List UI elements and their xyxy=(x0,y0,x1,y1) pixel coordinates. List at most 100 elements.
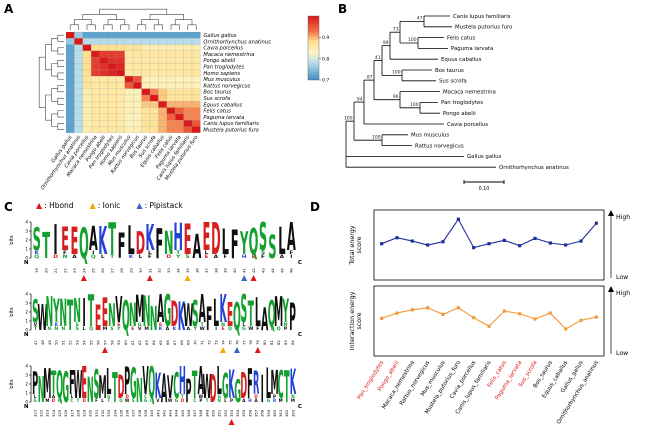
svg-text:L: L xyxy=(139,255,144,260)
svg-text:L: L xyxy=(205,251,210,256)
svg-text:2: 2 xyxy=(25,382,28,387)
svg-text:H: H xyxy=(179,358,186,404)
svg-text:Mus musculus: Mus musculus xyxy=(411,133,449,139)
svg-text:348: 348 xyxy=(198,409,203,417)
svg-text:S: S xyxy=(132,398,135,403)
panel-a-label: A xyxy=(4,2,14,16)
svg-text:D: D xyxy=(211,216,221,265)
svg-text:Interaction energyscore: Interaction energyscore xyxy=(348,291,363,350)
svg-text:T: T xyxy=(88,287,95,337)
svg-text:66: 66 xyxy=(165,340,170,345)
svg-text:72: 72 xyxy=(207,340,212,345)
svg-text:Low: Low xyxy=(616,274,628,281)
svg-text:357: 357 xyxy=(253,409,258,417)
phylogenetic-tree: 100 94 87 41 99 73 47 Canis lupus familiaris Mus… xyxy=(344,14,569,192)
svg-text:M: M xyxy=(43,361,51,408)
svg-text:E: E xyxy=(71,222,79,264)
ionic-legend-label: : Ionic xyxy=(97,201,121,210)
svg-text:53: 53 xyxy=(75,340,80,345)
svg-text:F: F xyxy=(63,251,68,256)
svg-text:Q: Q xyxy=(56,365,63,408)
svg-text:A: A xyxy=(157,286,164,331)
svg-text:57: 57 xyxy=(102,340,107,345)
svg-text:41: 41 xyxy=(242,268,247,273)
svg-text:Felis catus: Felis catus xyxy=(203,109,231,115)
svg-text:Canis lupus familiaris: Canis lupus familiaris xyxy=(203,121,259,127)
svg-text:V: V xyxy=(34,322,38,328)
svg-text:E: E xyxy=(227,295,233,335)
svg-text:326: 326 xyxy=(63,409,68,417)
svg-text:K: K xyxy=(129,255,135,260)
svg-text:C: C xyxy=(298,260,302,266)
svg-text:347: 347 xyxy=(192,409,197,417)
svg-text:K: K xyxy=(98,219,107,264)
svg-text:High: High xyxy=(616,290,630,297)
svg-text:51: 51 xyxy=(61,340,66,345)
logo-marker-h xyxy=(250,275,257,281)
svg-text:V: V xyxy=(115,291,122,332)
svg-text:S: S xyxy=(241,286,248,331)
svg-text:G: G xyxy=(242,326,246,332)
svg-text:D: D xyxy=(82,398,86,403)
svg-text:I: I xyxy=(53,217,57,265)
svg-text:1: 1 xyxy=(25,247,28,252)
svg-text:Q: Q xyxy=(34,255,40,260)
svg-text:F: F xyxy=(118,227,126,267)
svg-text:343: 343 xyxy=(168,409,173,417)
svg-text:W: W xyxy=(248,326,253,332)
svg-text:24: 24 xyxy=(81,268,86,273)
svg-text:S: S xyxy=(261,251,266,256)
svg-text:Equus caballus: Equus caballus xyxy=(203,102,242,108)
svg-text:T: T xyxy=(34,326,37,332)
svg-text:52: 52 xyxy=(68,340,73,345)
svg-text:Equus caballus: Equus caballus xyxy=(441,57,482,63)
svg-text:0: 0 xyxy=(25,256,28,261)
svg-text:39: 39 xyxy=(223,268,228,273)
svg-text:25: 25 xyxy=(91,268,96,273)
hbond-legend-label: : Hbond xyxy=(44,201,74,210)
svg-text:334: 334 xyxy=(112,409,117,417)
svg-text:Q: Q xyxy=(249,222,259,264)
svg-text:W: W xyxy=(200,326,205,332)
svg-text:59: 59 xyxy=(116,340,121,345)
svg-text:A: A xyxy=(287,215,296,260)
svg-text:K: K xyxy=(145,218,155,260)
svg-text:355: 355 xyxy=(241,409,246,417)
svg-text:354: 354 xyxy=(235,409,240,417)
svg-text:76: 76 xyxy=(234,340,239,345)
svg-text:333: 333 xyxy=(106,409,111,417)
svg-text:Sus scrofa: Sus scrofa xyxy=(203,96,230,102)
svg-text:342: 342 xyxy=(161,409,166,417)
svg-text:78: 78 xyxy=(248,340,253,345)
svg-text:N: N xyxy=(129,296,137,334)
svg-text:W: W xyxy=(125,398,130,403)
svg-text:R: R xyxy=(253,364,259,402)
svg-text:100: 100 xyxy=(408,37,417,43)
svg-text:Paguma larvata: Paguma larvata xyxy=(451,46,493,52)
chart-box-2 xyxy=(373,285,605,357)
svg-text:A: A xyxy=(261,303,268,338)
svg-text:I: I xyxy=(82,290,85,335)
svg-text:E: E xyxy=(61,221,69,258)
svg-text:T: T xyxy=(42,226,50,268)
svg-text:337: 337 xyxy=(131,409,136,417)
svg-text:C: C xyxy=(144,394,147,399)
svg-text:E: E xyxy=(117,322,120,328)
svg-text:T: T xyxy=(67,293,73,341)
svg-text:100: 100 xyxy=(392,70,401,76)
svg-text:356: 356 xyxy=(247,409,252,417)
svg-text:C: C xyxy=(193,398,196,403)
svg-text:346: 346 xyxy=(186,409,191,417)
svg-text:D: D xyxy=(210,366,217,412)
svg-text:Q: Q xyxy=(268,295,276,336)
svg-text:A: A xyxy=(187,326,191,332)
svg-text:362: 362 xyxy=(284,409,289,417)
svg-text:361: 361 xyxy=(278,409,283,417)
logo-legend: ▲ : Hbond ▲ : Ionic ▲ : Pipistack xyxy=(36,201,183,210)
logo-marker-h xyxy=(228,419,235,425)
svg-text:84: 84 xyxy=(290,340,295,345)
svg-text:Canis lupus familiaris: Canis lupus familiaris xyxy=(453,14,511,20)
